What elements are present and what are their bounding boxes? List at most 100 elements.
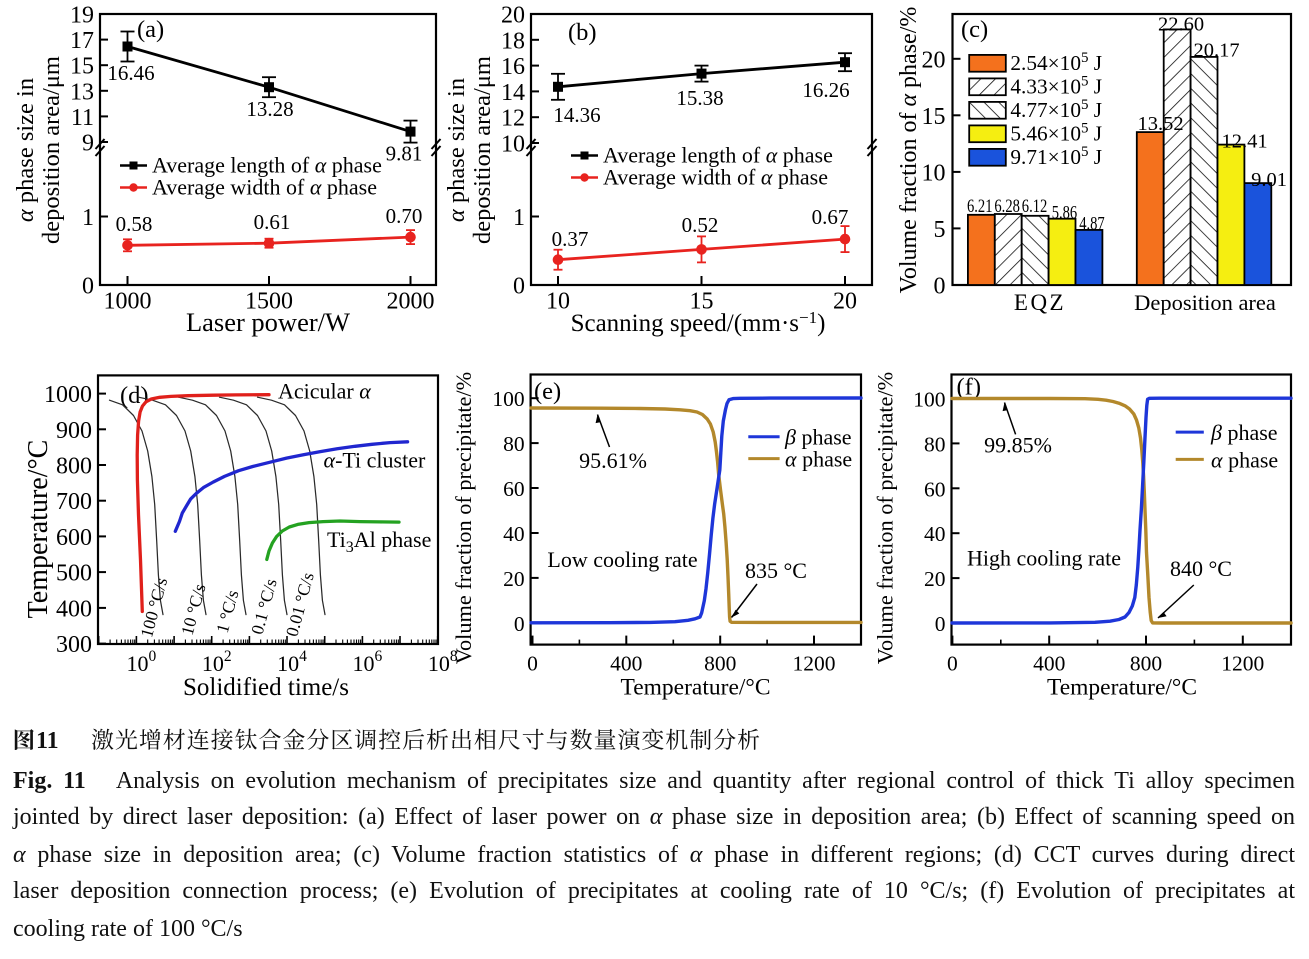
svg-text:102: 102 — [202, 648, 232, 676]
svg-text:High cooling rate: High cooling rate — [967, 546, 1121, 571]
svg-text:(a): (a) — [137, 16, 164, 43]
svg-text:80: 80 — [924, 432, 946, 456]
svg-text:40: 40 — [924, 522, 946, 546]
svg-text:1500: 1500 — [245, 289, 293, 315]
svg-text:400: 400 — [610, 652, 642, 676]
svg-text:800: 800 — [704, 652, 736, 676]
svg-text:104: 104 — [277, 648, 307, 676]
svg-text:16: 16 — [501, 54, 525, 80]
svg-text:(b): (b) — [568, 19, 597, 46]
svg-text:Deposition area: Deposition area — [1134, 290, 1276, 315]
svg-text:500: 500 — [56, 561, 92, 587]
svg-text:Average width of α phase: Average width of α phase — [603, 165, 828, 190]
svg-text:α-Ti cluster: α-Ti cluster — [324, 448, 426, 473]
svg-text:0: 0 — [934, 274, 946, 300]
svg-text:Average length of α phase: Average length of α phase — [152, 153, 382, 178]
svg-text:15: 15 — [690, 289, 714, 315]
svg-text:15.38: 15.38 — [676, 86, 723, 110]
svg-text:20.17: 20.17 — [1193, 40, 1239, 62]
svg-text:1: 1 — [82, 205, 94, 231]
svg-text:1000: 1000 — [104, 289, 152, 315]
svg-text:12: 12 — [501, 106, 525, 132]
svg-text:13.52: 13.52 — [1137, 113, 1183, 135]
svg-text:19: 19 — [70, 3, 94, 29]
svg-text:9: 9 — [82, 131, 94, 157]
svg-text:Acicular α: Acicular α — [278, 379, 371, 404]
svg-text:5.46×105 J: 5.46×105 J — [1010, 121, 1102, 146]
svg-text:1200: 1200 — [1221, 652, 1264, 676]
svg-text:100: 100 — [492, 387, 524, 411]
svg-text:(e): (e) — [534, 378, 561, 405]
svg-text:2.54×105 J: 2.54×105 J — [1010, 50, 1102, 75]
svg-text:0.61: 0.61 — [254, 210, 291, 234]
svg-text:Solidified time/s: Solidified time/s — [183, 674, 349, 701]
svg-text:0.70: 0.70 — [386, 204, 423, 228]
svg-text:Volume fraction of precipitate: Volume fraction of precipitate/% — [873, 372, 898, 664]
svg-text:Temperature/°C: Temperature/°C — [1047, 675, 1197, 701]
svg-text:9.71×105 J: 9.71×105 J — [1010, 144, 1102, 169]
svg-text:13.28: 13.28 — [246, 97, 293, 121]
svg-text:0: 0 — [514, 612, 525, 636]
svg-text:95.61%: 95.61% — [579, 448, 647, 473]
svg-text:15: 15 — [922, 104, 946, 130]
svg-text:14: 14 — [501, 80, 525, 106]
svg-text:5: 5 — [934, 217, 946, 243]
svg-text:(f): (f) — [957, 374, 981, 401]
svg-text:Low cooling rate: Low cooling rate — [547, 547, 697, 572]
svg-text:0.01 °C/s: 0.01 °C/s — [282, 570, 318, 638]
svg-text:12.41: 12.41 — [1221, 131, 1267, 153]
svg-text:60: 60 — [503, 477, 525, 501]
svg-text:20: 20 — [924, 567, 946, 591]
svg-text:0.1 °C/s: 0.1 °C/s — [247, 576, 281, 636]
svg-text:13: 13 — [70, 79, 94, 105]
svg-text:9.81: 9.81 — [386, 142, 423, 166]
svg-text:α phase: α phase — [1211, 447, 1278, 472]
svg-text:6.12: 6.12 — [1022, 196, 1048, 217]
svg-text:20: 20 — [833, 289, 857, 315]
svg-text:10: 10 — [546, 289, 570, 315]
svg-text:deposition area/μm: deposition area/μm — [469, 56, 496, 244]
svg-text:4.33×105 J: 4.33×105 J — [1010, 74, 1102, 99]
svg-text:0.67: 0.67 — [812, 205, 849, 229]
svg-text:0.58: 0.58 — [116, 212, 153, 236]
svg-text:Temperature/°C: Temperature/°C — [621, 675, 771, 701]
svg-text:(c): (c) — [961, 16, 988, 43]
svg-text:0: 0 — [513, 274, 525, 300]
svg-text:0: 0 — [935, 612, 946, 636]
svg-text:400: 400 — [56, 596, 92, 622]
svg-text:Average width of α phase: Average width of α phase — [152, 175, 377, 200]
svg-text:106: 106 — [353, 648, 383, 676]
svg-text:α phase: α phase — [785, 447, 852, 472]
svg-text:0.52: 0.52 — [682, 213, 719, 237]
svg-text:20: 20 — [922, 47, 946, 73]
svg-text:80: 80 — [503, 432, 525, 456]
svg-text:Volume fraction of precipitate: Volume fraction of precipitate/% — [451, 372, 476, 664]
svg-text:β phase: β phase — [1210, 420, 1278, 445]
svg-text:100: 100 — [127, 648, 157, 676]
svg-text:17: 17 — [70, 28, 94, 54]
svg-text:Volume fraction of α phase/%: Volume fraction of α phase/% — [896, 7, 922, 294]
svg-text:Laser power/W: Laser power/W — [186, 307, 350, 337]
svg-text:0: 0 — [82, 274, 94, 300]
svg-text:α phase size in: α phase size in — [443, 78, 470, 222]
svg-text:1000: 1000 — [44, 382, 92, 408]
svg-text:6.28: 6.28 — [994, 196, 1020, 217]
svg-text:20: 20 — [503, 567, 525, 591]
svg-text:22.60: 22.60 — [1158, 14, 1204, 36]
svg-text:0: 0 — [527, 652, 538, 676]
svg-text:900: 900 — [56, 418, 92, 444]
svg-text:α phase size in: α phase size in — [12, 78, 39, 222]
svg-text:700: 700 — [56, 489, 92, 515]
svg-text:300: 300 — [56, 632, 92, 658]
svg-text:Ti3Al phase: Ti3Al phase — [327, 527, 431, 556]
svg-text:Temperature/°C: Temperature/°C — [23, 440, 54, 619]
svg-text:4.77×105 J: 4.77×105 J — [1010, 97, 1102, 122]
svg-text:0: 0 — [947, 652, 958, 676]
svg-text:400: 400 — [1033, 652, 1065, 676]
svg-text:6.21: 6.21 — [967, 196, 993, 217]
svg-text:800: 800 — [56, 454, 92, 480]
svg-text:1: 1 — [513, 205, 525, 231]
svg-text:1200: 1200 — [793, 652, 836, 676]
svg-text:10: 10 — [922, 160, 946, 186]
svg-text:Average length of α phase: Average length of α phase — [603, 143, 833, 168]
